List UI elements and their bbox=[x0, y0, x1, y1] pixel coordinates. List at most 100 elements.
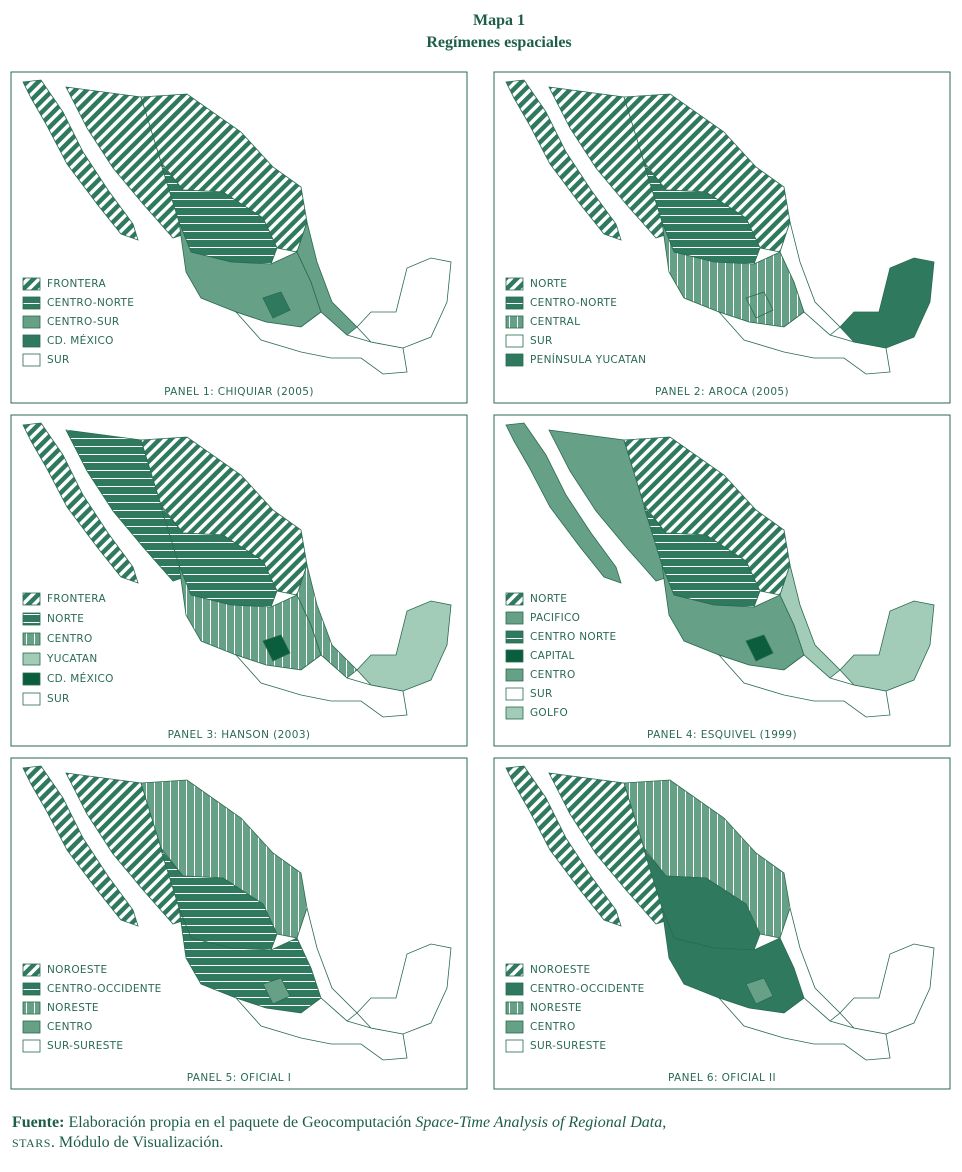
legend-label: NORTE bbox=[530, 278, 567, 290]
region bbox=[234, 311, 408, 375]
legend-swatch bbox=[505, 687, 524, 701]
legend-label: SUR-SURESTE bbox=[530, 1040, 606, 1052]
legend-swatch bbox=[505, 315, 524, 329]
legend-swatch bbox=[505, 592, 524, 606]
legend-swatch bbox=[22, 632, 41, 646]
legend-label: SUR bbox=[530, 335, 553, 347]
legend-swatch bbox=[22, 334, 41, 348]
legend-swatch bbox=[505, 649, 524, 663]
legend-label: CENTRO-OCCIDENTE bbox=[530, 983, 645, 995]
legend-swatch bbox=[22, 1001, 41, 1015]
region bbox=[262, 634, 291, 662]
legend-label: NOROESTE bbox=[530, 964, 590, 976]
panel-caption: PANEL 2: AROCA (2005) bbox=[655, 386, 789, 398]
legend-swatch bbox=[22, 672, 41, 686]
legend-label: FRONTERA bbox=[47, 593, 106, 605]
region bbox=[234, 997, 408, 1061]
region bbox=[356, 600, 452, 692]
region bbox=[717, 311, 891, 375]
legend-label: SUR bbox=[47, 354, 70, 366]
region bbox=[356, 257, 452, 349]
legend-label: CD. MÉXICO bbox=[47, 334, 114, 347]
panel: FRONTERA CENTRO-NORTE CENTRO-SUR CD. MÉXICO… bbox=[10, 71, 468, 404]
region bbox=[356, 943, 452, 1035]
panel: NORTE CENTRO-NORTE CENTRAL SUR PENÍNSULA YUC… bbox=[493, 71, 951, 404]
legend-swatch bbox=[505, 1020, 524, 1034]
panel-caption: PANEL 3: HANSON (2003) bbox=[168, 729, 311, 741]
legend-swatch bbox=[505, 334, 524, 348]
legend-label: SUR bbox=[530, 688, 553, 700]
panel: NORTE PACIFICO CENTRO NORTE CAPITAL CENTRO SU… bbox=[493, 414, 951, 747]
legend-label: SUR-SURESTE bbox=[47, 1040, 123, 1052]
legend-swatch bbox=[22, 1039, 41, 1053]
legend-swatch bbox=[22, 1020, 41, 1034]
legend-label: CENTRO-NORTE bbox=[530, 297, 617, 309]
legend-swatch bbox=[22, 982, 41, 996]
legend-label: CENTRO bbox=[530, 669, 576, 681]
figure: Mapa 1 Regímenes espaciales FRONTERA CENT… bbox=[10, 12, 951, 1090]
source-text: Fuente: bbox=[12, 1114, 65, 1131]
legend-swatch bbox=[505, 706, 524, 720]
panel-caption: PANEL 1: CHIQUIAR (2005) bbox=[164, 386, 314, 398]
panel: NOROESTE CENTRO-OCCIDENTE NORESTE CENTRO SUR… bbox=[10, 757, 468, 1090]
source-note: Fuente: Elaboración propia en el paquete… bbox=[12, 1113, 712, 1153]
source-text: . Módulo de Visualización. bbox=[50, 1134, 224, 1151]
legend-label: FRONTERA bbox=[47, 278, 106, 290]
source-text: Space-Time Analysis of Regional Data bbox=[415, 1114, 663, 1131]
region bbox=[745, 291, 774, 319]
legend-label: SUR bbox=[47, 693, 70, 705]
legend-label: CENTRO bbox=[530, 1021, 576, 1033]
region bbox=[505, 765, 622, 927]
legend-swatch bbox=[505, 982, 524, 996]
region bbox=[745, 634, 774, 662]
legend-label: CENTRO-SUR bbox=[47, 316, 120, 328]
region bbox=[262, 977, 291, 1005]
legend-swatch bbox=[505, 1039, 524, 1053]
region bbox=[22, 422, 139, 584]
region bbox=[839, 600, 935, 692]
legend-label: CENTRAL bbox=[530, 316, 580, 328]
region bbox=[717, 654, 891, 718]
legend-swatch bbox=[505, 630, 524, 644]
legend-label: CAPITAL bbox=[530, 650, 575, 662]
legend-label: CD. MÉXICO bbox=[47, 672, 114, 685]
legend-swatch bbox=[22, 592, 41, 606]
legend-swatch bbox=[22, 353, 41, 367]
region bbox=[839, 943, 935, 1035]
region bbox=[262, 291, 291, 319]
region bbox=[22, 765, 139, 927]
panel-caption: PANEL 4: ESQUIVEL (1999) bbox=[647, 729, 797, 741]
legend-swatch bbox=[22, 963, 41, 977]
legend-swatch bbox=[505, 963, 524, 977]
legend-label: PENÍNSULA YUCATAN bbox=[530, 353, 646, 366]
legend-swatch bbox=[505, 1001, 524, 1015]
subtitle: Regímenes espaciales bbox=[426, 34, 571, 51]
legend-label: NOROESTE bbox=[47, 964, 107, 976]
panel-caption: PANEL 5: OFICIAL I bbox=[187, 1072, 292, 1084]
legend-label: CENTRO NORTE bbox=[530, 631, 616, 643]
panel-caption: PANEL 6: OFICIAL II bbox=[668, 1072, 776, 1084]
legend-swatch bbox=[505, 353, 524, 367]
legend-label: YUCATAN bbox=[46, 653, 98, 665]
source-text: Elaboración propia en el paquete de Geoc… bbox=[64, 1114, 416, 1131]
legend-swatch bbox=[505, 611, 524, 625]
legend-swatch bbox=[22, 277, 41, 291]
legend-swatch bbox=[22, 692, 41, 706]
legend-label: NORTE bbox=[530, 593, 567, 605]
legend-label: NORTE bbox=[47, 613, 84, 625]
region bbox=[505, 79, 622, 241]
panel: FRONTERA NORTE CENTRO YUCATAN CD. MÉXICO SUR P… bbox=[10, 414, 468, 747]
legend-label: PACIFICO bbox=[530, 612, 580, 624]
legend-label: GOLFO bbox=[530, 707, 568, 719]
legend-label: CENTRO bbox=[47, 633, 93, 645]
region bbox=[22, 79, 139, 241]
legend-swatch bbox=[22, 296, 41, 310]
legend-label: NORESTE bbox=[47, 1002, 99, 1014]
legend-swatch bbox=[22, 315, 41, 329]
legend-label: CENTRO-NORTE bbox=[47, 297, 134, 309]
region bbox=[234, 654, 408, 718]
region bbox=[745, 977, 774, 1005]
region bbox=[505, 422, 622, 584]
region bbox=[717, 997, 891, 1061]
